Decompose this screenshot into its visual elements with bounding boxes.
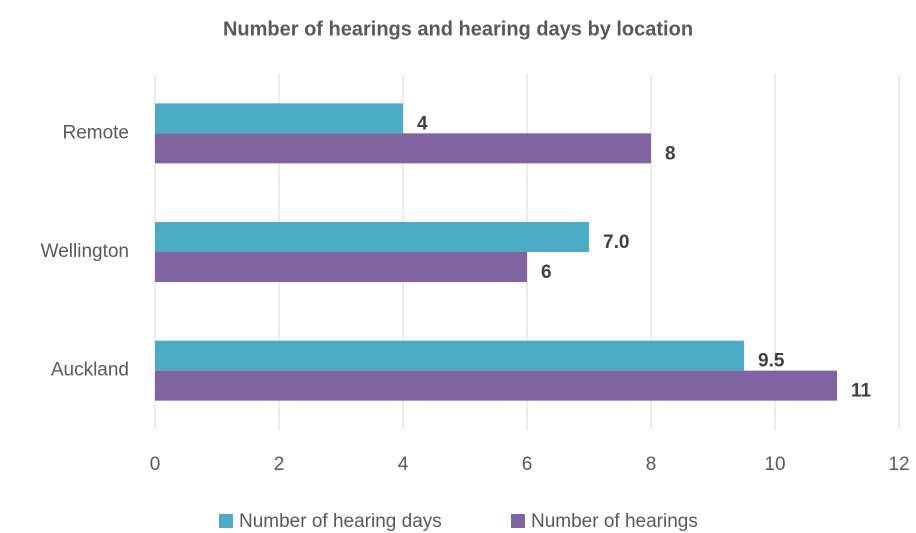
y-tick-label: Wellington xyxy=(41,241,129,262)
bar xyxy=(155,103,403,134)
legend-label: Number of hearings xyxy=(531,511,698,532)
bar xyxy=(155,222,589,252)
chart-title: Number of hearings and hearing days by l… xyxy=(223,18,693,40)
legend-swatch xyxy=(511,514,525,528)
bar xyxy=(155,133,651,164)
bar xyxy=(155,370,837,401)
x-tick-label: 2 xyxy=(274,454,285,475)
value-label: 11 xyxy=(851,381,872,402)
x-tick-label: 12 xyxy=(888,454,909,475)
value-label: 8 xyxy=(665,143,676,164)
legend-label: Number of hearing days xyxy=(239,511,442,532)
x-tick-label: 0 xyxy=(150,454,161,475)
value-label: 7.0 xyxy=(603,232,629,253)
y-tick-label: Auckland xyxy=(51,360,129,381)
bar xyxy=(155,252,527,282)
x-tick-label: 6 xyxy=(522,454,533,475)
bar xyxy=(155,340,744,371)
x-tick-label: 4 xyxy=(398,454,409,475)
value-label: 6 xyxy=(541,262,552,283)
y-tick-label: Remote xyxy=(62,122,129,143)
value-label: 9.5 xyxy=(758,351,785,372)
x-tick-label: 10 xyxy=(764,454,785,475)
value-label: 4 xyxy=(417,113,428,134)
x-tick-label: 8 xyxy=(646,454,657,475)
legend-swatch xyxy=(219,514,233,528)
